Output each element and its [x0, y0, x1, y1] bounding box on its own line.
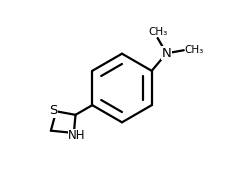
Text: N: N: [162, 47, 171, 60]
Text: S: S: [49, 104, 57, 117]
Text: NH: NH: [68, 129, 86, 142]
Text: CH₃: CH₃: [148, 27, 167, 37]
Text: CH₃: CH₃: [185, 45, 204, 55]
